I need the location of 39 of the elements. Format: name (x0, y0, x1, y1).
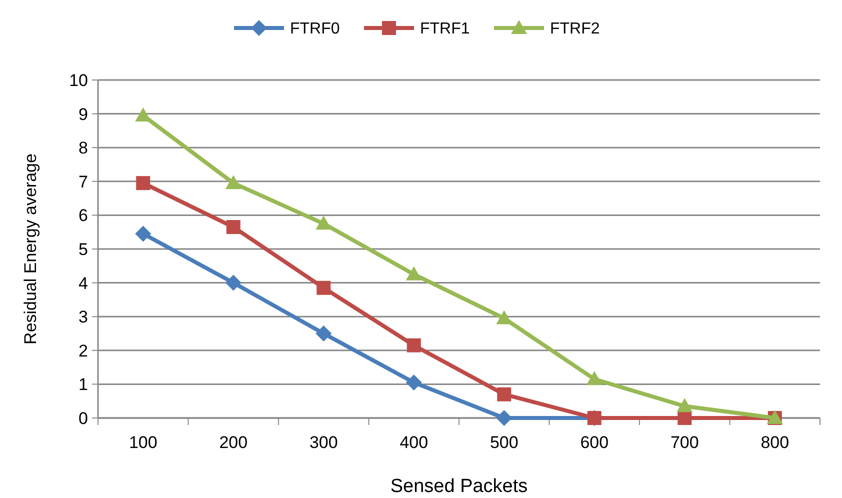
x-tick-label: 800 (760, 433, 790, 452)
point (316, 216, 332, 230)
y-tick-label: 9 (78, 104, 88, 124)
point (225, 274, 242, 291)
x-tick-label: 700 (670, 433, 699, 452)
y-axis-title: Residual Energy average (21, 154, 40, 344)
point (406, 266, 422, 280)
y-tick-label: 4 (78, 274, 88, 293)
x-tick-label: 400 (400, 433, 428, 452)
point (135, 226, 152, 242)
x-tick-label: 200 (219, 433, 248, 452)
x-tick-label: 300 (309, 433, 338, 452)
x-axis-title: Sensed Packets (390, 476, 528, 497)
legend-label: FTRF1 (420, 20, 470, 38)
y-tick-label: 2 (78, 341, 88, 360)
y-tick-label: 8 (78, 138, 88, 158)
y-tick-label: 0 (78, 408, 88, 428)
y-tick-label: 3 (78, 308, 88, 327)
y-tick-label: 6 (78, 206, 88, 226)
x-tick-label: 100 (128, 433, 158, 452)
y-tick-label: 5 (78, 240, 88, 259)
point (678, 411, 692, 425)
point (225, 175, 242, 190)
legend-label: FTRF0 (290, 20, 340, 38)
point (316, 280, 331, 295)
y-tick-label: 1 (78, 375, 88, 394)
point (497, 387, 512, 402)
point (406, 338, 421, 352)
y-tick-label: 7 (78, 172, 88, 192)
point (136, 176, 150, 190)
point (406, 374, 422, 391)
x-tick-label: 600 (580, 433, 609, 452)
point (226, 220, 240, 234)
point (586, 371, 602, 386)
y-tick-label: 10 (69, 70, 88, 90)
point (676, 398, 693, 412)
x-tick-label: 500 (490, 433, 518, 452)
point (316, 326, 332, 342)
legend-label: FTRF2 (550, 20, 600, 38)
